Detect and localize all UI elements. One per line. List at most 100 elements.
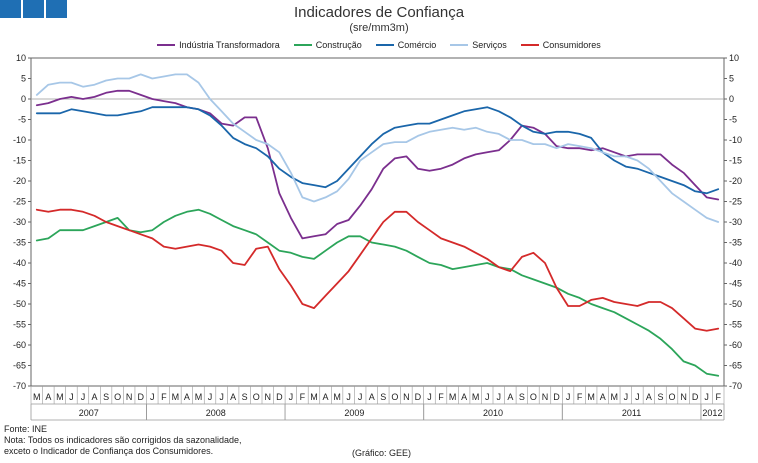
x-tick-label: A bbox=[461, 392, 467, 402]
x-tick-label: J bbox=[497, 392, 502, 402]
x-tick-label: A bbox=[600, 392, 606, 402]
x-tick-label: S bbox=[103, 392, 109, 402]
note-text: Nota: Todos os indicadores são corrigido… bbox=[4, 435, 242, 445]
legend-swatch bbox=[293, 44, 312, 46]
y-tick-label-right: -60 bbox=[729, 340, 742, 350]
y-tick-label-left: 0 bbox=[21, 94, 26, 104]
x-tick-label: J bbox=[219, 392, 224, 402]
chart-subtitle: (sre/mm3m) bbox=[349, 22, 409, 34]
y-tick-label-left: -30 bbox=[13, 217, 26, 227]
x-tick-label: S bbox=[657, 392, 663, 402]
x-tick-label: F bbox=[715, 392, 721, 402]
x-tick-label: S bbox=[242, 392, 248, 402]
y-tick-label-left: -25 bbox=[13, 197, 26, 207]
series-line bbox=[35, 208, 720, 332]
y-tick-label-left: -65 bbox=[13, 361, 26, 371]
x-tick-label: J bbox=[208, 392, 213, 402]
x-tick-label: N bbox=[542, 392, 549, 402]
x-tick-label: N bbox=[126, 392, 133, 402]
x-tick-label: N bbox=[403, 392, 410, 402]
x-tick-label: M bbox=[472, 392, 480, 402]
legend-swatch bbox=[157, 44, 176, 46]
y-tick-label-left: -60 bbox=[13, 340, 26, 350]
y-tick-label-right: -5 bbox=[729, 115, 737, 125]
x-tick-label: F bbox=[438, 392, 444, 402]
y-tick-label-right: -50 bbox=[729, 299, 742, 309]
y-tick-label-left: -55 bbox=[13, 320, 26, 330]
chart-legend: Indústria Transformadora Construção Comérc… bbox=[0, 40, 758, 50]
x-tick-label: M bbox=[611, 392, 619, 402]
x-tick-label: F bbox=[161, 392, 167, 402]
x-tick-label: M bbox=[310, 392, 318, 402]
x-tick-label: D bbox=[415, 392, 422, 402]
year-label: 2012 bbox=[702, 408, 722, 418]
x-tick-label: J bbox=[150, 392, 155, 402]
x-tick-label: M bbox=[172, 392, 180, 402]
series-line bbox=[35, 208, 720, 377]
credit-text: (Gráfico: GEE) bbox=[352, 448, 412, 458]
logo-block bbox=[0, 0, 21, 18]
y-tick-label-right: -10 bbox=[729, 135, 742, 145]
y-tick-label-left: 5 bbox=[21, 74, 26, 84]
x-tick-label: A bbox=[230, 392, 236, 402]
y-tick-label-right: 0 bbox=[729, 94, 734, 104]
logo-block bbox=[46, 0, 67, 18]
x-tick-label: A bbox=[184, 392, 190, 402]
x-tick-label: J bbox=[358, 392, 363, 402]
y-tick-label-right: 10 bbox=[729, 53, 739, 63]
year-label: 2010 bbox=[483, 408, 503, 418]
x-tick-label: O bbox=[530, 392, 537, 402]
x-tick-label: S bbox=[519, 392, 525, 402]
year-label: 2009 bbox=[344, 408, 364, 418]
x-tick-label: F bbox=[577, 392, 583, 402]
x-tick-label: J bbox=[289, 392, 294, 402]
series-line bbox=[35, 89, 720, 240]
y-tick-label-left: -40 bbox=[13, 258, 26, 268]
y-tick-label-right: -25 bbox=[729, 197, 742, 207]
y-tick-label-left: -5 bbox=[18, 115, 26, 125]
legend-swatch bbox=[375, 44, 394, 46]
x-tick-label: D bbox=[276, 392, 283, 402]
x-tick-label: M bbox=[33, 392, 41, 402]
y-tick-label-left: -50 bbox=[13, 299, 26, 309]
y-tick-label-right: -15 bbox=[729, 156, 742, 166]
y-tick-label-right: -35 bbox=[729, 238, 742, 248]
logo-block bbox=[23, 0, 44, 18]
x-tick-label: J bbox=[346, 392, 351, 402]
legend-item: Indústria Transformadora bbox=[157, 40, 280, 50]
x-tick-label: J bbox=[635, 392, 640, 402]
footer-notes: Fonte: INE Nota: Todos os indicadores sã… bbox=[4, 424, 241, 457]
y-tick-label-left: -45 bbox=[13, 279, 26, 289]
x-tick-label: N bbox=[265, 392, 272, 402]
x-tick-label: D bbox=[137, 392, 144, 402]
x-tick-label: M bbox=[449, 392, 457, 402]
logo bbox=[0, 0, 67, 18]
year-label: 2011 bbox=[622, 408, 641, 418]
x-tick-label: A bbox=[507, 392, 513, 402]
x-tick-label: J bbox=[704, 392, 709, 402]
x-tick-label: O bbox=[114, 392, 121, 402]
x-tick-label: A bbox=[369, 392, 375, 402]
y-tick-label-right: 5 bbox=[729, 74, 734, 84]
y-tick-label-left: -35 bbox=[13, 238, 26, 248]
y-tick-label-right: -40 bbox=[729, 258, 742, 268]
year-label: 2008 bbox=[206, 408, 226, 418]
x-tick-label: O bbox=[253, 392, 260, 402]
y-tick-label-left: -70 bbox=[13, 381, 26, 391]
legend-item: Comércio bbox=[375, 40, 437, 50]
legend-label: Indústria Transformadora bbox=[179, 40, 280, 50]
x-tick-label: O bbox=[669, 392, 676, 402]
y-tick-label-right: -65 bbox=[729, 361, 742, 371]
note-text: exceto o Indicador de Confiança dos Cons… bbox=[4, 446, 214, 456]
legend-label: Comércio bbox=[397, 40, 437, 50]
x-tick-label: J bbox=[81, 392, 86, 402]
legend-item: Construção bbox=[293, 40, 362, 50]
source-text: Fonte: INE bbox=[4, 424, 48, 434]
y-tick-label-right: -30 bbox=[729, 217, 742, 227]
x-tick-label: J bbox=[69, 392, 74, 402]
x-tick-label: A bbox=[45, 392, 51, 402]
x-tick-label: J bbox=[566, 392, 571, 402]
y-tick-label-left: -20 bbox=[13, 176, 26, 186]
year-label: 2007 bbox=[79, 408, 99, 418]
